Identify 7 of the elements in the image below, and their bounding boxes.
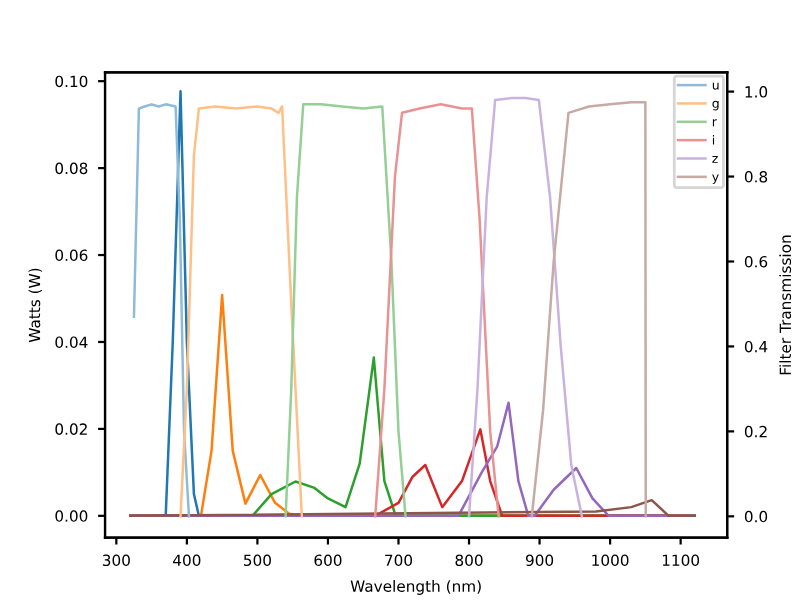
line-series: [129, 498, 696, 518]
line-series: [467, 96, 584, 518]
line-series: [179, 105, 304, 518]
line-series: [373, 103, 500, 518]
line-series: [284, 103, 407, 518]
line-series: [132, 103, 191, 518]
line-series: [530, 100, 647, 518]
